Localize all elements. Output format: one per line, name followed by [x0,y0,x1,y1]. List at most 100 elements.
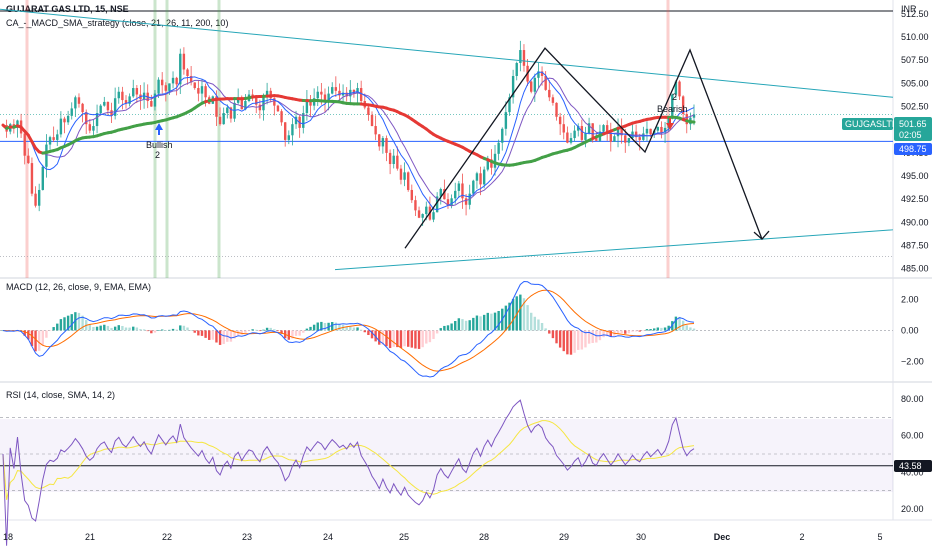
candle-body [421,214,424,218]
candle-body [529,81,533,92]
candle-body [255,96,258,105]
macd-histogram-bar [602,330,605,338]
candle-body [475,173,479,181]
candle-body [399,168,403,180]
macd-histogram-bar [135,327,139,331]
time-tick-label: 30 [636,532,646,542]
rsi-tick-label: 40.00 [901,467,924,477]
candle-body [110,110,113,116]
ticker-badge [842,118,893,130]
macd-signal-line [2,289,695,372]
candle-body [323,94,327,102]
macd-histogram-bar [106,325,110,331]
macd-histogram-bar [591,330,594,343]
signal-band [217,0,221,278]
macd-histogram-bar [569,330,573,355]
price-tick-label: 507.50 [901,55,929,65]
pattern-path [404,47,763,249]
candle-body [403,172,406,180]
candle-body [497,142,500,154]
candle-body [533,77,537,92]
candle-body [85,112,88,125]
macd-histogram-bar [663,327,667,331]
macd-histogram-bar [493,312,497,331]
macd-histogram-bar [255,329,258,331]
candle-body [504,112,508,129]
candle-body [656,126,660,131]
candle-body [70,108,73,116]
macd-histogram-bar [233,330,236,339]
candle-body [685,113,688,125]
macd-histogram-bar [334,322,338,331]
macd-axis-ticks: 2.00 0.00 −2.00 [901,294,924,366]
rsi-tick-label: 20.00 [901,504,924,514]
macd-histogram-bar [385,330,388,347]
candle-body [258,104,262,111]
time-tick-label: Dec [714,532,731,542]
candle-body [406,172,410,190]
candle-body [479,173,482,185]
candle-body [66,115,70,123]
candle-body [692,114,696,118]
macd-histogram-bar [577,330,580,350]
candle-body [240,97,243,110]
price-tick-label: 487.50 [901,241,929,251]
macd-histogram-bar [356,327,359,331]
macd-histogram-bar [41,330,44,346]
macd-histogram-bar [399,330,403,348]
macd-histogram-bar [146,330,149,332]
rsi-ma-line [2,420,695,500]
macd-histogram-bar [229,330,233,342]
macd-histogram-bar [294,330,298,336]
candle-body [671,94,674,118]
currency-label: INR [901,4,917,14]
candle-body [334,87,338,91]
candle-body [388,152,392,165]
candle-body [99,105,102,114]
candle-body [132,88,135,97]
macd-histogram-bar [117,325,120,331]
macd-tick-label: 2.00 [901,294,919,304]
candle-body [157,79,160,94]
candle-body [381,138,385,147]
macd-histogram-bar [320,321,323,331]
candle-body [34,193,37,206]
bullish-label: Bullish [146,140,173,150]
candle-body [74,97,77,109]
bearish-annotation: 2 Bearish [657,92,688,130]
rsi-tick-label: 80.00 [901,394,924,404]
candle-body [649,128,652,135]
macd-histogram-bar [45,330,48,338]
candle-body [548,89,551,98]
macd-histogram-bar [132,326,135,331]
macd-histogram-bar [139,329,142,331]
macd-histogram-bar [77,312,81,331]
support-badge-box [894,143,932,155]
signal-band [666,0,670,278]
macd-tick-label: −2.00 [901,356,924,366]
candle-body [164,85,168,91]
candle-body [674,81,678,95]
macd-histogram-bar [425,330,428,344]
macd-histogram-bar [309,326,312,331]
candle-body [106,101,110,111]
candle-body [121,91,124,101]
time-tick-label: 2 [799,532,804,542]
macd-histogram-bar [457,318,461,331]
candle-body [63,118,66,123]
pattern-arrowhead-icon [753,230,770,240]
macd-histogram-bar [48,330,52,332]
candle-body [37,189,41,206]
macd-histogram-bar [312,324,316,331]
macd-histogram-bar [653,328,656,331]
candle-body [52,137,55,140]
candle-body [352,89,356,94]
candle-body [168,83,171,91]
candle-body [359,88,363,102]
candle-body [663,127,667,133]
macd-histogram-bar [338,324,341,331]
candle-body [265,90,269,98]
moving-averages [1,71,696,211]
last-price-badge: GUJGASLTD 501.65 02:05 [842,117,932,141]
